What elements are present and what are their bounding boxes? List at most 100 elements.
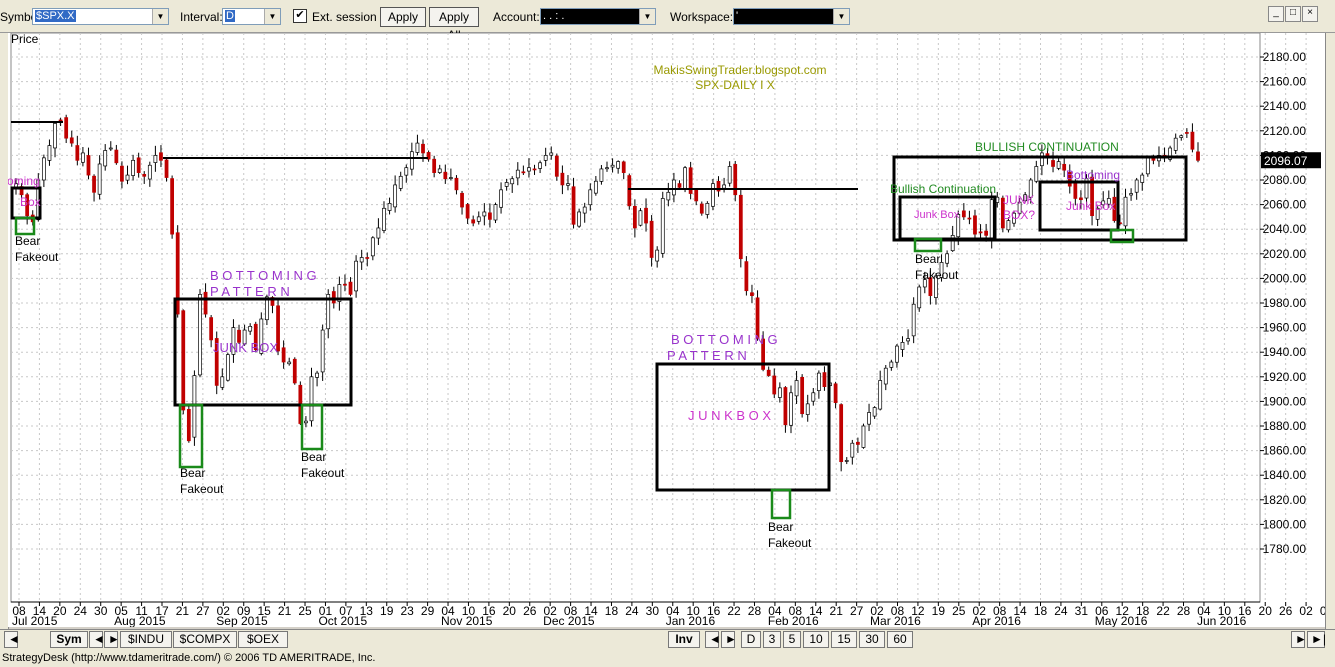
- candle: [510, 178, 515, 185]
- maximize-icon[interactable]: □: [1285, 6, 1301, 22]
- chevron-right-icon[interactable]: ►: [104, 631, 120, 648]
- candle: [482, 211, 487, 217]
- x-month-label: Apr 2016: [972, 614, 1021, 627]
- workspace-value: ': [736, 10, 739, 22]
- apply-all-button[interactable]: Apply All: [429, 7, 479, 42]
- candle: [711, 183, 715, 207]
- bear-fakeout-label: Bear Fakeout: [180, 466, 224, 496]
- price-chart[interactable]: 1780.00 1800.00 1820.00 1840.00 1860.00 1880.…: [8, 33, 1325, 627]
- toolbar: Symbol: $SPX.X ▼ Interval: D ▼ ✔ Ext. se…: [0, 0, 1335, 42]
- candle: [488, 212, 492, 220]
- interval-tab-10[interactable]: 10: [803, 631, 829, 648]
- y-tick-label: 1960.00: [1263, 321, 1307, 335]
- chevron-left-icon[interactable]: ◄: [89, 631, 105, 648]
- candle: [404, 167, 409, 176]
- candle: [326, 294, 331, 330]
- candle: [783, 387, 788, 426]
- chevron-down-icon[interactable]: ▼: [152, 9, 168, 24]
- symbol-combo[interactable]: $SPX.X ▼: [32, 8, 169, 25]
- x-month-label: Oct 2015: [318, 614, 367, 627]
- x-tick-label: 04: [768, 604, 782, 618]
- price-chart-svg: 1780.00 1800.00 1820.00 1840.00 1860.00 1880.…: [8, 33, 1325, 627]
- junk-box-question-label: JUNK BOX?: [1003, 193, 1035, 222]
- candle: [449, 177, 453, 179]
- x-tick-label: 08: [891, 604, 905, 618]
- chevron-right-icon[interactable]: ►: [721, 631, 737, 648]
- x-month-label: Dec 2015: [543, 614, 595, 627]
- candle: [376, 227, 381, 239]
- candle: [25, 194, 30, 217]
- scroll-right-icon[interactable]: ►: [1291, 631, 1307, 648]
- interval-tab-3[interactable]: 3: [763, 631, 781, 648]
- candle: [527, 167, 531, 172]
- y-tick-label: 1840.00: [1263, 468, 1307, 482]
- watermark-line-1: MakisSwingTrader.blogspot.com: [654, 63, 827, 77]
- interval-tab-d[interactable]: D: [741, 631, 761, 648]
- candle: [170, 178, 174, 235]
- tab-sym[interactable]: Sym: [50, 631, 88, 648]
- interval-combo[interactable]: D ▼: [222, 8, 281, 25]
- workspace-combo[interactable]: ' ▼: [733, 8, 850, 25]
- y-tick-label: 1800.00: [1263, 517, 1307, 531]
- candle: [1106, 198, 1111, 205]
- candle: [588, 189, 593, 206]
- x-tick-label: 17: [155, 604, 169, 618]
- annotations: [10, 121, 1188, 520]
- candle: [649, 220, 654, 258]
- candle: [789, 392, 793, 426]
- x-tick-label: 18: [605, 604, 619, 618]
- candle: [265, 296, 269, 321]
- candle: [493, 204, 498, 221]
- tab-indu[interactable]: $INDU: [120, 631, 172, 648]
- interval-tab-5[interactable]: 5: [783, 631, 801, 648]
- close-icon[interactable]: ×: [1302, 6, 1318, 22]
- bottoming-pattern-sep-2: P A T T E R N: [210, 284, 290, 299]
- right-scrollbar[interactable]: [1325, 33, 1335, 633]
- candle: [1017, 201, 1022, 214]
- candle: [984, 230, 989, 236]
- y-tick-label: 1780.00: [1263, 542, 1307, 556]
- chevron-down-icon[interactable]: ▼: [639, 9, 655, 24]
- candle: [672, 179, 676, 196]
- scroll-left-icon[interactable]: ◄: [4, 631, 20, 648]
- candle: [694, 189, 699, 202]
- x-tick-label: 20: [503, 604, 517, 618]
- candle: [532, 168, 537, 171]
- account-combo[interactable]: . . : . ▼: [540, 8, 656, 25]
- candle: [409, 151, 414, 170]
- x-tick-label: 24: [1054, 604, 1068, 618]
- tab-inv[interactable]: Inv: [668, 631, 700, 648]
- candle: [287, 361, 292, 365]
- tab-oex[interactable]: $OEX: [238, 631, 288, 648]
- chevron-down-icon[interactable]: ▼: [264, 9, 280, 24]
- apply-button[interactable]: Apply: [380, 7, 426, 27]
- candle: [1140, 174, 1145, 183]
- chevron-left-icon[interactable]: ◄: [705, 631, 721, 648]
- minimize-icon[interactable]: _: [1268, 6, 1284, 22]
- chevron-down-icon[interactable]: ▼: [833, 9, 849, 24]
- bottoming-label-may: Bottoming: [1066, 168, 1120, 182]
- interval-value: D: [225, 10, 235, 22]
- candle: [822, 372, 827, 387]
- candle: [142, 174, 147, 177]
- y-tick-label: 1860.00: [1263, 444, 1307, 458]
- junk-box-label-jul: Box: [20, 195, 41, 209]
- bottoming-pattern-sep-1: B O T T O M I N G: [210, 268, 317, 283]
- tab-compx[interactable]: $COMPX: [173, 631, 237, 648]
- candle: [1168, 147, 1173, 160]
- candle: [632, 205, 637, 229]
- candle: [833, 383, 838, 403]
- interval-tab-30[interactable]: 30: [859, 631, 885, 648]
- interval-tab-60[interactable]: 60: [887, 631, 913, 648]
- bear-fakeout-label: Bear Fakeout: [15, 234, 59, 264]
- x-tick-label: 10: [687, 604, 701, 618]
- fakeout-box: [14, 216, 36, 236]
- candle: [928, 277, 933, 296]
- candle: [934, 275, 938, 298]
- interval-tab-15[interactable]: 15: [831, 631, 857, 648]
- y-tick-label: 2120.00: [1263, 124, 1307, 138]
- account-label: Account:: [493, 10, 540, 24]
- ext-session-checkbox[interactable]: ✔: [293, 9, 307, 23]
- candle: [906, 338, 910, 342]
- scroll-end-icon[interactable]: ►|: [1307, 631, 1326, 648]
